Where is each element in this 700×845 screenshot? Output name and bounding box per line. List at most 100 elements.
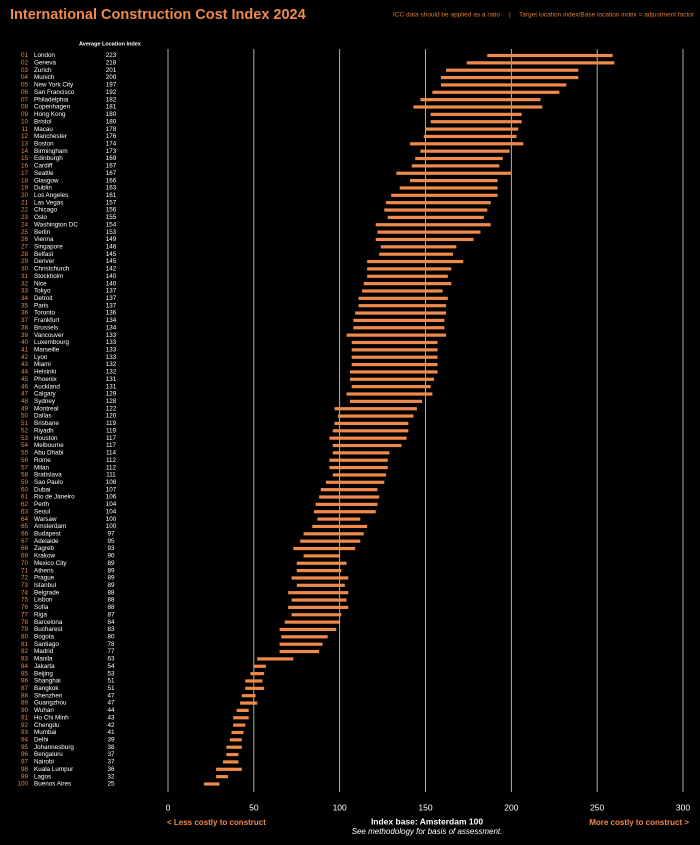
average-label: 134 xyxy=(106,317,117,324)
average-label: 38 xyxy=(107,744,115,751)
average-label: 42 xyxy=(107,722,115,729)
range-bar xyxy=(410,178,498,183)
rank-label: 70 xyxy=(21,560,29,567)
range-bar xyxy=(233,723,246,727)
rank-label: 62 xyxy=(21,501,29,508)
chart-title: International Construction Cost Index 20… xyxy=(10,7,306,23)
rank-label: 09 xyxy=(21,111,29,118)
range-bar xyxy=(367,259,464,264)
rank-label: 91 xyxy=(21,714,29,721)
rank-label: 38 xyxy=(21,324,29,331)
rank-label: 49 xyxy=(21,405,29,412)
average-label: 117 xyxy=(106,442,117,449)
range-bar xyxy=(288,605,349,609)
range-bar xyxy=(329,458,388,462)
range-bar xyxy=(413,105,543,109)
average-label: 192 xyxy=(106,89,117,96)
rank-label: 24 xyxy=(21,221,29,228)
average-label: 80 xyxy=(107,634,115,641)
city-label: Edinburgh xyxy=(34,155,63,162)
average-label: 47 xyxy=(107,692,115,699)
rank-label: 13 xyxy=(21,140,29,147)
city-label: Berlin xyxy=(34,229,51,236)
rank-label: 45 xyxy=(21,376,29,383)
city-label: Buenos Aires xyxy=(34,781,71,788)
range-bar xyxy=(281,635,328,639)
average-label: 133 xyxy=(106,347,117,354)
range-bar xyxy=(377,230,481,234)
rank-label: 46 xyxy=(21,383,29,390)
average-label: 181 xyxy=(106,104,117,111)
rank-label: 05 xyxy=(21,82,29,89)
rank-label: 60 xyxy=(21,486,29,493)
average-label: 47 xyxy=(107,700,115,707)
average-label: 88 xyxy=(107,604,115,611)
range-bar xyxy=(420,149,510,153)
city-label: Lisbon xyxy=(34,597,53,604)
rank-label: 92 xyxy=(21,722,29,729)
range-bar xyxy=(325,480,385,484)
rank-label: 34 xyxy=(21,295,29,302)
average-label: 97 xyxy=(107,530,115,537)
rank-label: 19 xyxy=(21,185,29,192)
rank-label: 69 xyxy=(21,553,29,560)
range-bar xyxy=(415,156,503,161)
range-bar xyxy=(375,223,491,227)
rank-label: 36 xyxy=(21,310,29,317)
city-label: Cardiff xyxy=(34,163,53,170)
range-bar xyxy=(303,554,340,558)
city-label: Chicago xyxy=(34,207,58,214)
city-label: Jakarta xyxy=(34,663,55,670)
rank-label: 47 xyxy=(21,391,29,398)
range-bar xyxy=(353,318,445,323)
rank-label: 77 xyxy=(21,611,29,618)
average-label: 111 xyxy=(106,472,116,479)
range-bar xyxy=(222,760,239,764)
city-label: Denver xyxy=(34,258,54,265)
range-bar xyxy=(379,252,453,256)
average-label: 108 xyxy=(106,479,117,486)
average-label: 154 xyxy=(106,221,117,228)
average-label: 89 xyxy=(107,567,115,574)
rank-label: 66 xyxy=(21,530,29,537)
rank-label: 53 xyxy=(21,435,29,442)
city-label: Zurich xyxy=(34,67,52,74)
rank-label: 59 xyxy=(21,479,29,486)
average-label: 167 xyxy=(106,170,117,177)
average-label: 131 xyxy=(106,383,117,390)
range-bar xyxy=(291,576,349,580)
rank-label: 27 xyxy=(21,243,29,250)
average-label: 173 xyxy=(106,148,117,155)
range-bar xyxy=(349,377,435,381)
city-label: Frankfurt xyxy=(34,317,59,324)
note-right: Target location index/Base location inde… xyxy=(519,12,695,19)
range-bar xyxy=(226,745,242,749)
rank-label: 64 xyxy=(21,516,29,523)
average-label: 41 xyxy=(107,729,115,736)
city-label: Bangkok xyxy=(34,685,59,692)
range-bar xyxy=(291,598,347,602)
average-label: 146 xyxy=(106,243,117,250)
city-label: Singapore xyxy=(34,243,63,250)
city-label: Budapest xyxy=(34,530,61,537)
average-label: 163 xyxy=(106,185,117,192)
range-bar xyxy=(399,186,498,190)
average-label: 137 xyxy=(106,288,117,295)
city-label: Delhi xyxy=(34,737,48,744)
city-label: Bengaluru xyxy=(34,751,63,758)
range-bar xyxy=(236,708,249,713)
range-bar xyxy=(332,443,402,448)
average-label: 169 xyxy=(106,155,117,162)
average-label: 133 xyxy=(106,332,117,339)
average-label: 88 xyxy=(107,597,115,604)
range-bar xyxy=(384,208,488,212)
rank-label: 88 xyxy=(21,692,29,699)
rank-label: 96 xyxy=(21,751,29,758)
range-bar xyxy=(204,782,220,786)
city-label: Glasgow xyxy=(34,177,59,184)
city-label: Bratislava xyxy=(34,472,62,479)
range-bar xyxy=(233,716,249,720)
city-label: Dubai xyxy=(34,486,50,493)
range-bar xyxy=(391,193,498,197)
city-label: Paris xyxy=(34,302,48,309)
